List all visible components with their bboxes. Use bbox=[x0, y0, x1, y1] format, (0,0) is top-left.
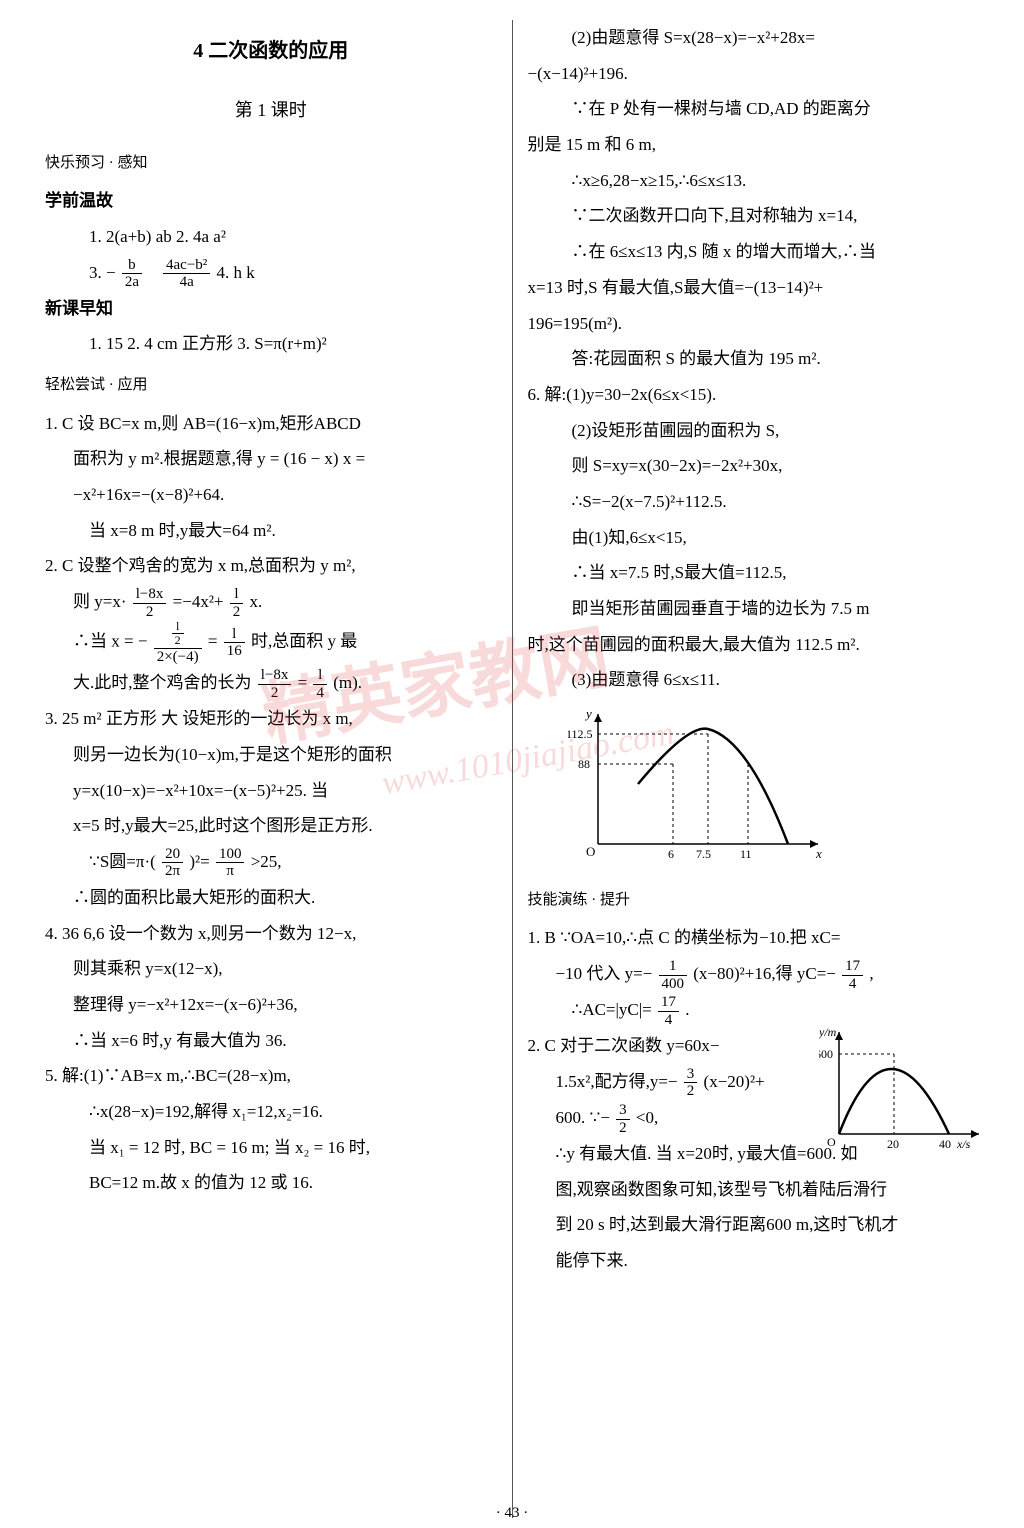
q2-a: 2. C 设整个鸡舍的宽为 x m,总面积为 y m², bbox=[45, 548, 497, 584]
q5-a: 5. 解:(1)∵AB=x m,∴BC=(28−x)m, bbox=[45, 1058, 497, 1094]
r7: ∴在 6≤x≤13 内,S 随 x 的增大而增大,∴当 bbox=[528, 234, 980, 270]
sq1-a: 1. B ∵OA=10,∴点 C 的横坐标为−10.把 xC= bbox=[528, 920, 980, 956]
r17: 即当矩形苗圃园垂直于墙的边长为 7.5 m bbox=[528, 591, 980, 627]
q5-c: 当 x₁ = 12 时, BC = 16 m; 当 x₂ = 16 时, bbox=[45, 1130, 497, 1166]
r2: −(x−14)²+196. bbox=[528, 56, 980, 92]
pre-line1: 1. 2(a+b) ab 2. 4a a² bbox=[45, 219, 497, 255]
r13: 则 S=xy=x(30−2x)=−2x²+30x, bbox=[528, 448, 980, 484]
q3-b: 则另一边长为(10−x)m,于是这个矩形的面积 bbox=[45, 737, 497, 773]
q1-b: 面积为 y m².根据题意,得 y = (16 − x) x = bbox=[45, 441, 497, 477]
q3-a: 3. 25 m² 正方形 大 设矩形的一边长为 x m, bbox=[45, 701, 497, 737]
sq1-b: −10 代入 y=− 1400 (x−80)²+16,得 yC=− 174 , bbox=[528, 956, 980, 992]
section-preview: 快乐预习 · 感知 bbox=[45, 148, 497, 180]
q1-c: −x²+16x=−(x−8)²+64. bbox=[45, 477, 497, 513]
r16: ∴当 x=7.5 时,S最大值=112.5, bbox=[528, 555, 980, 591]
heading-prestudy: 学前温故 bbox=[45, 183, 497, 219]
q3-d: x=5 时,y最大=25,此时这个图形是正方形. bbox=[45, 808, 497, 844]
section-skill: 技能演练 · 提升 bbox=[528, 885, 980, 917]
q5-d: BC=12 m.故 x 的值为 12 或 16. bbox=[45, 1165, 497, 1201]
heading-newlesson: 新课早知 bbox=[45, 291, 497, 327]
q1-a: 1. C 设 BC=x m,则 AB=(16−x)m,矩形ABCD bbox=[45, 406, 497, 442]
svg-text:O: O bbox=[827, 1135, 836, 1149]
graph-parabola-1: O x y 112.5 88 6 7.5 11 bbox=[568, 704, 980, 877]
q5-b: ∴x(28−x)=192,解得 x₁=12,x₂=16. bbox=[45, 1094, 497, 1130]
r9: 196=195(m²). bbox=[528, 306, 980, 342]
r11: 6. 解:(1)y=30−2x(6≤x<15). bbox=[528, 377, 980, 413]
q3-f: ∴圆的面积比最大矩形的面积大. bbox=[45, 880, 497, 916]
section-practice: 轻松尝试 · 应用 bbox=[45, 370, 497, 402]
sq2-f: 到 20 s 时,达到最大滑行距离600 m,这时飞机才 bbox=[528, 1207, 980, 1243]
q2-b: 则 y=x· l−8x2 =−4x²+ l2 x. bbox=[45, 584, 497, 620]
page-number: · 43 · bbox=[496, 1505, 529, 1522]
r15: 由(1)知,6≤x<15, bbox=[528, 520, 980, 556]
pre-line2: 3. − b2a 4ac−b²4a 4. h k bbox=[45, 255, 497, 291]
svg-text:600: 600 bbox=[819, 1047, 833, 1061]
svg-text:7.5: 7.5 bbox=[696, 847, 711, 861]
r10: 答:花园面积 S 的最大值为 195 m². bbox=[528, 341, 980, 377]
q1-d: 当 x=8 m 时,y最大=64 m². bbox=[45, 513, 497, 549]
r14: ∴S=−2(x−7.5)²+112.5. bbox=[528, 484, 980, 520]
sq1-c: ∴AC=|yC|= 174 . bbox=[528, 992, 980, 1028]
svg-text:O: O bbox=[586, 844, 595, 859]
svg-text:40: 40 bbox=[939, 1137, 951, 1151]
svg-text:x: x bbox=[815, 846, 822, 861]
r1: (2)由题意得 S=x(28−x)=−x²+28x= bbox=[528, 20, 980, 56]
sq2-g: 能停下来. bbox=[528, 1243, 980, 1279]
r4: 别是 15 m 和 6 m, bbox=[528, 127, 980, 163]
r19: (3)由题意得 6≤x≤11. bbox=[528, 662, 980, 698]
title-left: 4 二次函数的应用 bbox=[45, 30, 497, 72]
subtitle: 第 1 课时 bbox=[45, 92, 497, 130]
svg-text:x/s: x/s bbox=[956, 1137, 971, 1151]
q4-a: 4. 36 6,6 设一个数为 x,则另一个数为 12−x, bbox=[45, 916, 497, 952]
svg-text:112.5: 112.5 bbox=[568, 727, 593, 741]
q3-c: y=x(10−x)=−x²+10x=−(x−5)²+25. 当 bbox=[45, 773, 497, 809]
svg-text:6: 6 bbox=[668, 847, 674, 861]
sq2-e: 图,观察函数图象可知,该型号飞机着陆后滑行 bbox=[528, 1172, 980, 1208]
r6: ∵二次函数开口向下,且对称轴为 x=14, bbox=[528, 198, 980, 234]
q2-c: ∴当 x = − l2 2×(−4) = l16 时,总面积 y 最 bbox=[45, 620, 497, 665]
svg-text:11: 11 bbox=[740, 847, 752, 861]
svg-text:y/m: y/m bbox=[819, 1025, 837, 1039]
q4-c: 整理得 y=−x²+12x=−(x−6)²+36, bbox=[45, 987, 497, 1023]
svg-text:20: 20 bbox=[887, 1137, 899, 1151]
q4-d: ∴当 x=6 时,y 有最大值为 36. bbox=[45, 1023, 497, 1059]
svg-text:y: y bbox=[584, 706, 592, 721]
r18: 时,这个苗圃园的面积最大,最大值为 112.5 m². bbox=[528, 627, 980, 663]
svg-text:88: 88 bbox=[578, 757, 590, 771]
r3: ∵在 P 处有一棵树与墙 CD,AD 的距离分 bbox=[528, 91, 980, 127]
q4-b: 则其乘积 y=x(12−x), bbox=[45, 951, 497, 987]
r5: ∴x≥6,28−x≥15,∴6≤x≤13. bbox=[528, 163, 980, 199]
q2-d: 大.此时,整个鸡舍的长为 l−8x2 = l4 (m). bbox=[45, 665, 497, 701]
q3-e: ∵S圆=π·( 202π )²= 100π >25, bbox=[45, 844, 497, 880]
r8: x=13 时,S 有最大值,S最大值=−(13−14)²+ bbox=[528, 270, 980, 306]
new-line1: 1. 15 2. 4 cm 正方形 3. S=π(r+m)² bbox=[45, 326, 497, 362]
r12: (2)设矩形苗圃园的面积为 S, bbox=[528, 413, 980, 449]
graph-parabola-2: O x/s y/m 600 20 40 bbox=[819, 1024, 989, 1167]
